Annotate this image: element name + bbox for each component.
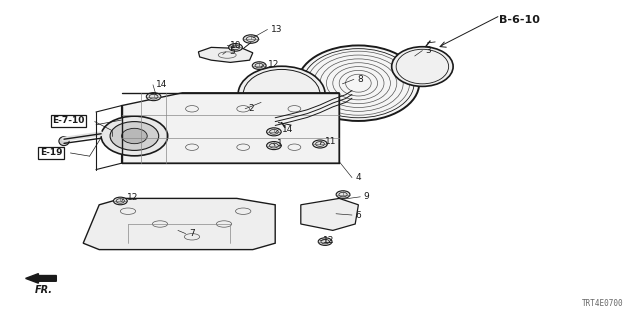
Text: E-19: E-19 (40, 148, 62, 157)
Text: 14: 14 (282, 125, 293, 134)
Text: 1: 1 (276, 139, 282, 148)
Text: 12: 12 (127, 193, 138, 202)
Text: 8: 8 (357, 75, 363, 84)
Text: 7: 7 (189, 229, 195, 238)
Ellipse shape (101, 116, 168, 156)
Polygon shape (83, 198, 275, 250)
FancyArrow shape (26, 274, 56, 283)
Text: FR.: FR. (35, 285, 52, 295)
Text: 3: 3 (426, 46, 431, 55)
Ellipse shape (228, 44, 243, 51)
Text: 12: 12 (323, 236, 335, 245)
Ellipse shape (313, 140, 327, 148)
Ellipse shape (267, 128, 281, 136)
Text: 11: 11 (325, 137, 337, 146)
Ellipse shape (59, 137, 69, 146)
Ellipse shape (122, 128, 147, 144)
Text: 12: 12 (268, 60, 279, 69)
Text: 9: 9 (364, 192, 369, 201)
Text: 6: 6 (355, 211, 361, 220)
Ellipse shape (298, 45, 419, 121)
Text: 14: 14 (156, 80, 168, 89)
Ellipse shape (110, 122, 159, 150)
Text: 4: 4 (355, 173, 361, 182)
Ellipse shape (238, 66, 325, 123)
Polygon shape (301, 198, 358, 230)
Ellipse shape (318, 238, 332, 245)
Text: 10: 10 (230, 41, 242, 50)
Ellipse shape (113, 197, 127, 205)
Ellipse shape (243, 35, 259, 43)
Ellipse shape (336, 191, 350, 198)
Ellipse shape (252, 62, 266, 69)
Text: 5: 5 (229, 47, 235, 56)
Text: 2: 2 (248, 104, 254, 113)
Text: B-6-10: B-6-10 (499, 15, 540, 25)
Text: E-7-10: E-7-10 (52, 116, 85, 125)
Polygon shape (198, 47, 253, 62)
Polygon shape (122, 93, 339, 163)
Ellipse shape (392, 47, 453, 86)
Text: 13: 13 (271, 25, 282, 34)
Ellipse shape (267, 141, 281, 150)
Text: TRT4E0700: TRT4E0700 (582, 299, 624, 308)
Ellipse shape (147, 92, 161, 101)
